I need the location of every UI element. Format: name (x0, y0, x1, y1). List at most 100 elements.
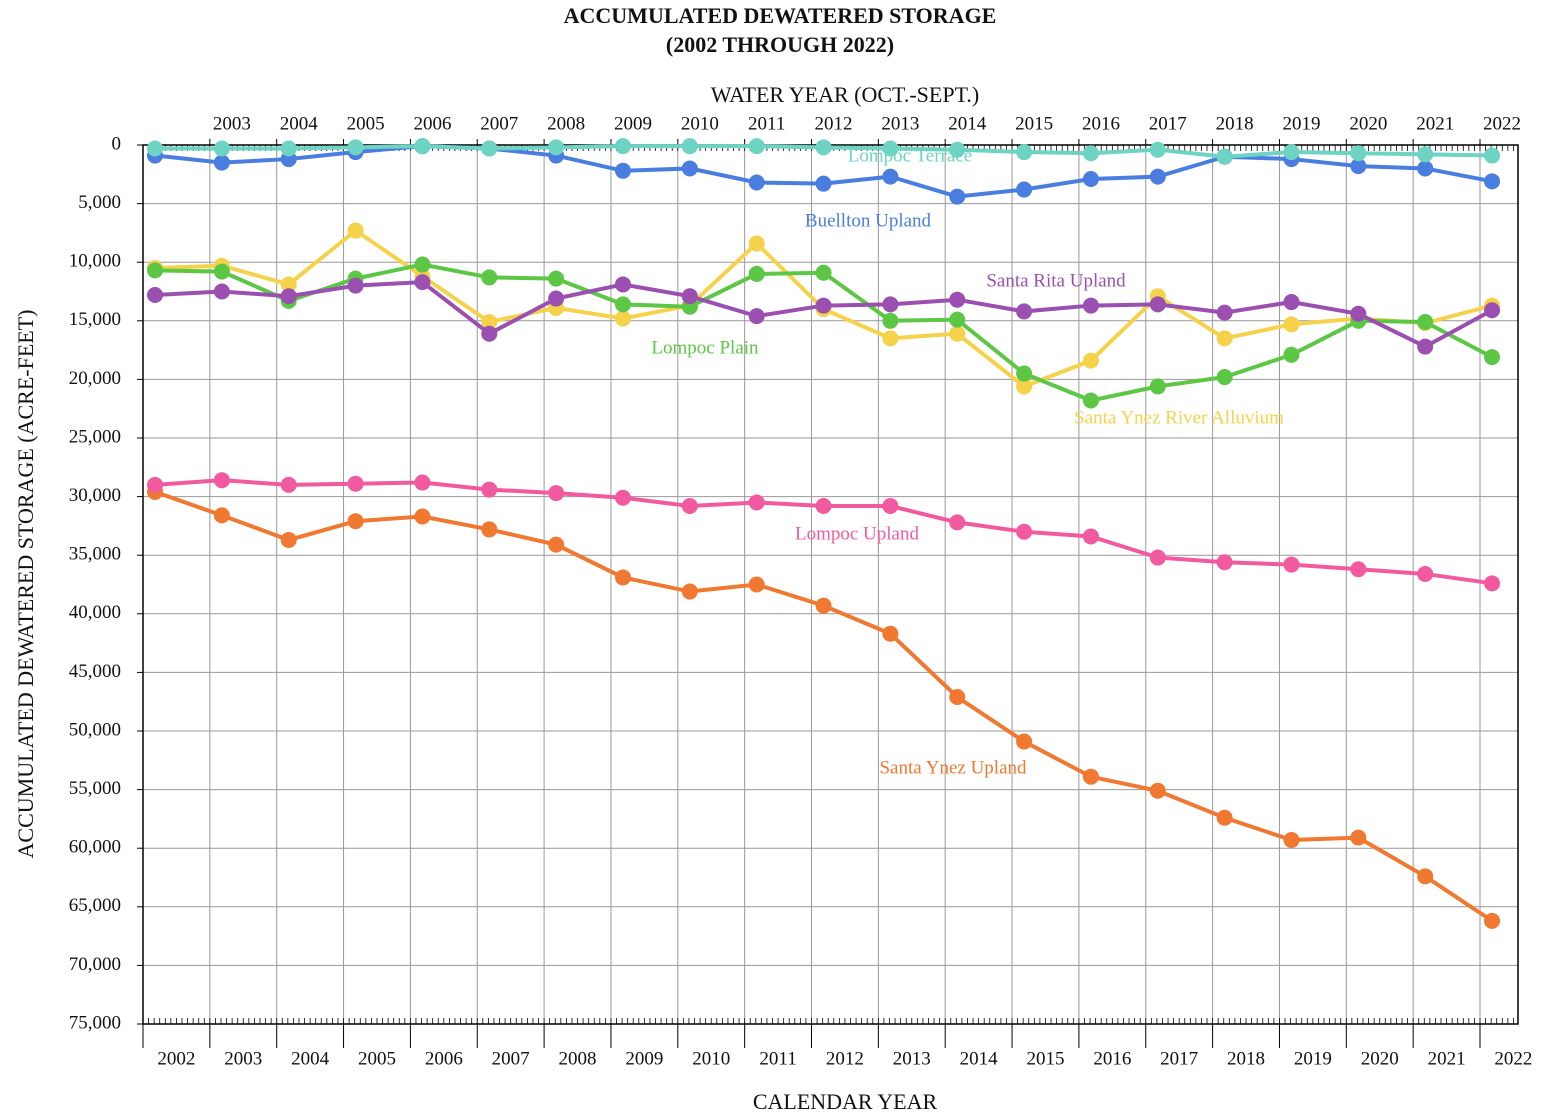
x-tick-label: 2020 (1361, 1048, 1399, 1069)
data-point (481, 269, 498, 286)
data-point (1350, 158, 1367, 175)
y-tick-label: 45,000 (69, 661, 121, 682)
top-tick-label: 2021 (1416, 113, 1454, 134)
data-point (748, 576, 765, 593)
x-tick-label: 2022 (1494, 1048, 1532, 1069)
data-point (1082, 170, 1099, 187)
data-point (1016, 181, 1033, 198)
top-tick-label: 2013 (881, 113, 919, 134)
data-point (614, 489, 631, 506)
data-point (815, 139, 832, 156)
data-point (1016, 523, 1033, 540)
top-tick-label: 2017 (1149, 113, 1187, 134)
data-point (1484, 302, 1501, 319)
data-point (882, 497, 899, 514)
x-tick-label: 2005 (358, 1048, 396, 1069)
data-point (1216, 369, 1233, 386)
data-point (882, 168, 899, 185)
y-tick-label: 65,000 (69, 895, 121, 916)
data-point (1216, 554, 1233, 571)
data-point (882, 625, 899, 642)
x-tick-label: 2012 (826, 1048, 864, 1069)
data-point (548, 270, 565, 287)
data-point (1350, 305, 1367, 322)
series-label: Santa Ynez River Alluvium (1074, 407, 1284, 428)
y-axis-title: ACCUMULATED DEWATERED STORAGE (ACRE-FEET… (13, 310, 38, 859)
data-point (481, 325, 498, 342)
data-point (949, 514, 966, 531)
data-point (1082, 297, 1099, 314)
data-point (213, 263, 230, 280)
data-point (949, 291, 966, 308)
data-point (815, 497, 832, 514)
data-point (147, 262, 164, 279)
data-point (1216, 330, 1233, 347)
data-point (1484, 575, 1501, 592)
y-tick-label: 50,000 (69, 719, 121, 740)
data-point (1149, 141, 1166, 158)
top-tick-label: 2015 (1015, 113, 1053, 134)
data-point (882, 296, 899, 313)
top-tick-label: 2014 (948, 113, 987, 134)
x-tick-label: 2010 (692, 1048, 730, 1069)
top-tick-label: 2003 (213, 113, 251, 134)
data-point (1283, 556, 1300, 573)
chart-subtitle: (2002 THROUGH 2022) (666, 32, 894, 57)
data-point (882, 140, 899, 157)
x-tick-label: 2016 (1093, 1048, 1131, 1069)
data-point (213, 507, 230, 524)
data-point (548, 290, 565, 307)
y-tick-label: 0 (112, 133, 122, 154)
data-point (681, 138, 698, 155)
x-tick-label: 2017 (1160, 1048, 1198, 1069)
data-point (1350, 829, 1367, 846)
y-tick-label: 5,000 (78, 192, 121, 213)
data-point (213, 283, 230, 300)
series-label: Lompoc Terrace (848, 145, 972, 166)
top-tick-label: 2020 (1349, 113, 1387, 134)
data-point (481, 521, 498, 538)
top-tick-label: 2004 (280, 113, 319, 134)
y-tick-label: 30,000 (69, 485, 121, 506)
data-point (1016, 303, 1033, 320)
data-point (1082, 392, 1099, 409)
series-label: Lompoc Upland (795, 523, 920, 544)
data-point (949, 689, 966, 706)
data-point (347, 513, 364, 530)
data-point (347, 139, 364, 156)
top-tick-label: 2010 (681, 113, 719, 134)
data-point (1484, 173, 1501, 190)
x-tick-label: 2006 (425, 1048, 463, 1069)
data-point (1283, 144, 1300, 161)
x-tick-label: 2009 (625, 1048, 663, 1069)
data-point (1283, 294, 1300, 311)
top-tick-label: 2022 (1483, 113, 1521, 134)
x-tick-label: 2004 (291, 1048, 330, 1069)
data-point (1149, 378, 1166, 395)
data-point (1283, 316, 1300, 333)
data-point (1417, 146, 1434, 163)
data-point (1149, 549, 1166, 566)
top-tick-label: 2018 (1216, 113, 1254, 134)
data-point (280, 288, 297, 305)
data-point (280, 276, 297, 293)
y-tick-label: 60,000 (69, 837, 121, 858)
x-tick-label: 2019 (1294, 1048, 1332, 1069)
data-point (347, 277, 364, 294)
data-point (213, 140, 230, 157)
data-point (748, 308, 765, 325)
data-point (748, 494, 765, 511)
data-point (481, 313, 498, 330)
data-point (280, 476, 297, 493)
x-tick-label: 2011 (759, 1048, 796, 1069)
x-tick-label: 2003 (224, 1048, 262, 1069)
y-tick-label: 75,000 (69, 1012, 121, 1033)
data-point (1082, 768, 1099, 785)
series-label: Santa Ynez Upland (879, 757, 1027, 778)
data-point (1216, 304, 1233, 321)
y-tick-label: 10,000 (69, 251, 121, 272)
data-point (414, 508, 431, 525)
data-point (414, 256, 431, 273)
data-point (949, 325, 966, 342)
